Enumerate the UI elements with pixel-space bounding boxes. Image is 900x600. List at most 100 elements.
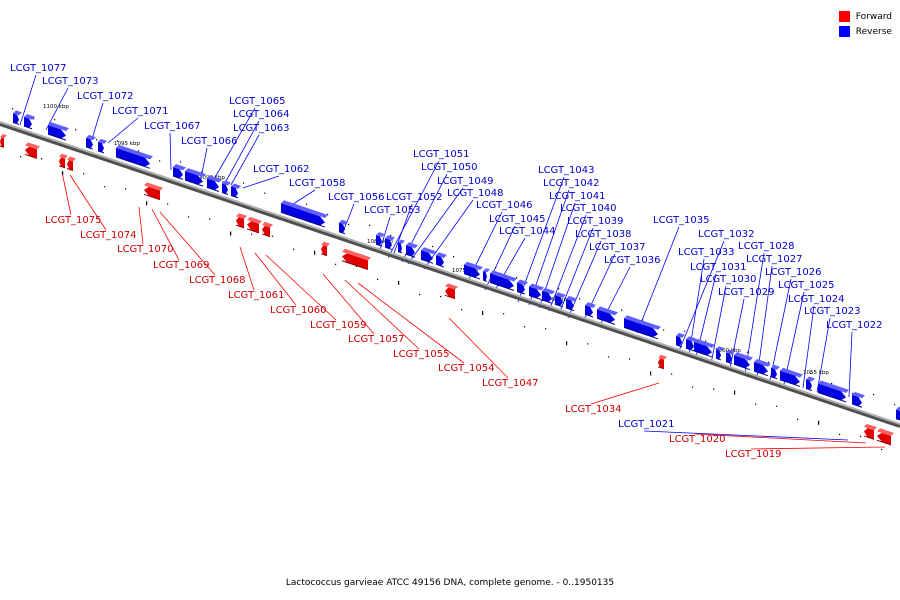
leader-line <box>423 199 474 270</box>
reverse-gene <box>85 134 96 150</box>
tick-mark <box>314 250 316 255</box>
reverse-gene <box>895 406 900 421</box>
tick-mark <box>369 224 371 227</box>
tick-mark <box>96 139 98 141</box>
tick-mark <box>684 330 686 332</box>
leader-line <box>783 291 805 385</box>
gene-label-reverse: LCGT_1073 <box>42 76 99 87</box>
reverse-gene <box>206 175 222 192</box>
legend-reverse: Reverse <box>838 24 892 39</box>
reverse-gene <box>565 295 577 312</box>
leader-line <box>769 278 792 381</box>
leader-line <box>138 206 144 245</box>
tick-mark <box>159 160 161 162</box>
forward-gene <box>341 248 371 270</box>
reverse-gene <box>435 252 447 268</box>
tick-mark <box>579 298 581 300</box>
leader-line <box>242 175 280 189</box>
gene-label-forward: LCGT_1055 <box>393 349 450 360</box>
forward-gene <box>58 153 68 169</box>
reverse-gene <box>528 283 544 301</box>
forward-gene <box>261 221 273 238</box>
gene-label-reverse: LCGT_1030 <box>700 274 757 285</box>
leader-line <box>558 227 594 315</box>
gene-labels: LCGT_1077 LCGT_1073 LCGT_1072 LCGT_1071 LCGT… <box>10 63 883 460</box>
scale-label: 1100 kbp <box>43 104 69 110</box>
gene-label-reverse: LCGT_1058 <box>289 178 346 189</box>
tick-mark <box>873 393 875 396</box>
leader-line <box>342 203 355 233</box>
tick-mark <box>671 373 673 375</box>
gene-label-forward: LCGT_1034 <box>565 404 622 415</box>
reverse-gene <box>851 391 865 408</box>
leader-line <box>45 87 69 131</box>
leader-line <box>69 174 107 231</box>
leader-line <box>107 117 139 144</box>
gene-label-reverse: LCGT_1041 <box>549 191 606 202</box>
tick-mark <box>264 192 266 194</box>
tick-mark <box>629 358 631 360</box>
gene-label-reverse: LCGT_1052 <box>386 192 443 203</box>
axis-line <box>0 121 900 425</box>
gene-label-reverse: LCGT_1053 <box>364 205 421 216</box>
leader-line <box>517 176 565 303</box>
tick-mark <box>125 188 127 190</box>
tick-mark <box>209 218 211 220</box>
leader-line <box>407 187 464 265</box>
reverse-gene <box>675 332 685 348</box>
gene-label-reverse: LCGT_1033 <box>678 247 735 258</box>
gene-label-forward: LCGT_1069 <box>153 260 210 271</box>
reverse-gene <box>23 114 35 130</box>
leader-line <box>548 214 587 312</box>
tick-mark <box>33 118 35 120</box>
forward-gene <box>24 142 40 159</box>
tick-mark <box>524 326 526 328</box>
reverse-gene <box>397 239 405 254</box>
tick-mark <box>831 382 833 385</box>
reverse-gene <box>753 359 771 377</box>
leader-line <box>322 273 375 335</box>
tick-mark <box>839 433 841 436</box>
tick-mark <box>692 386 694 388</box>
scale-label: 1055 kbp <box>803 370 829 376</box>
tick-mark <box>432 245 434 248</box>
gene-features <box>0 110 900 446</box>
reverse-gene <box>693 338 715 358</box>
reverse-gene <box>463 261 483 280</box>
leader-line <box>169 132 172 171</box>
tick-mark <box>356 265 358 267</box>
tick-mark <box>642 319 644 321</box>
gene-label-reverse: LCGT_1029 <box>718 287 775 298</box>
gene-label-reverse: LCGT_1043 <box>538 165 595 176</box>
reverse-gene <box>779 367 803 387</box>
gene-label-reverse: LCGT_1049 <box>437 176 494 187</box>
reverse-gene <box>584 302 596 318</box>
tick-mark <box>12 108 14 110</box>
tick-mark <box>713 388 715 390</box>
leader-line <box>710 285 727 365</box>
leader-line <box>379 216 391 251</box>
leader-line <box>19 74 37 126</box>
tick-mark <box>293 248 295 250</box>
gene-label-reverse: LCGT_1046 <box>476 200 533 211</box>
tick-mark <box>797 418 799 420</box>
reverse-gene <box>338 219 348 235</box>
leader-line <box>159 211 216 276</box>
tick-mark <box>188 216 190 218</box>
forward-swatch <box>838 11 850 22</box>
scale-label: 1095 kbp <box>114 141 140 147</box>
gene-label-forward: LCGT_1054 <box>438 363 495 374</box>
gene-label-reverse: LCGT_1035 <box>653 215 710 226</box>
reverse-gene <box>725 349 735 365</box>
leader-line <box>802 305 815 389</box>
forward-gene <box>0 134 7 148</box>
scale-label: 1070 kbp <box>541 297 567 303</box>
gene-label-reverse: LCGT_1026 <box>765 267 822 278</box>
gene-label-reverse: LCGT_1077 <box>10 63 67 74</box>
reverse-gene <box>733 352 753 371</box>
gene-label-forward: LCGT_1075 <box>45 215 102 226</box>
genome-caption: Lactococcus garvieae ATCC 49156 DNA, com… <box>285 578 615 588</box>
tick-mark <box>335 263 337 265</box>
tick-mark <box>495 267 497 269</box>
